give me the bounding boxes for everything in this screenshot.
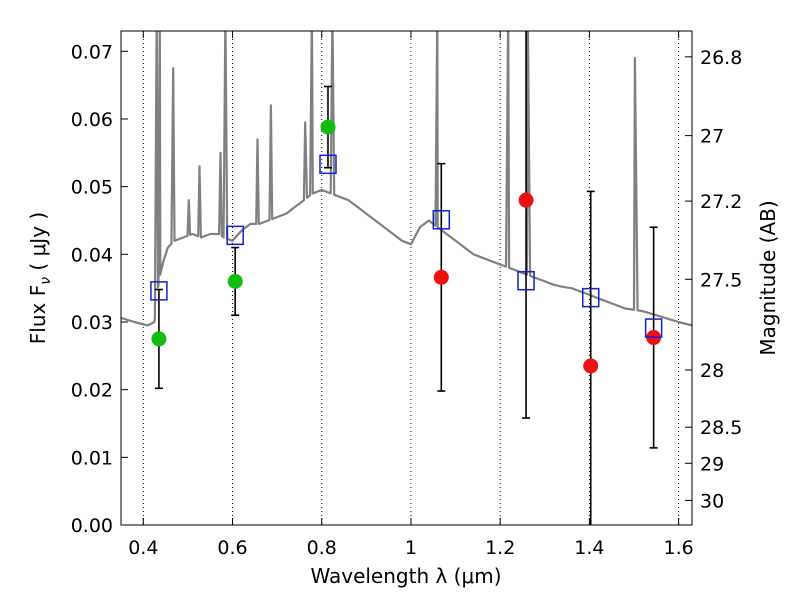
model-box-marker-5 [581,287,600,308]
y-tick-label: 0.05 [71,177,113,199]
y-axis-label-unit: ( μJy ) [26,212,50,277]
y-tick-label: 0.04 [71,244,113,266]
y-tick-label: 0.07 [71,41,113,63]
mag-tick-label: 29 [700,453,724,475]
y-tick-label: 0.06 [71,109,113,131]
model-box-marker-4 [517,270,535,291]
data-point-red-0 [433,269,449,285]
mag-tick-label: 27.5 [700,269,742,291]
x-tick-label: 1.4 [574,537,604,559]
mag-tick-label: 28 [700,360,724,382]
model-box-marker-1 [226,225,244,246]
data-point-green-1 [227,273,243,289]
y-axis-label: Flux Fν ( μJy ) [26,212,54,344]
mag-tick-label: 26.8 [700,47,742,69]
sed-layer [121,31,692,327]
mag-tick-label: 30 [700,490,724,512]
y2-axis-label: Magnitude (AB) [756,200,780,355]
data-point-green-2 [320,119,336,135]
x-tick-label: 0.6 [217,537,247,559]
mag-tick-label: 27 [700,126,724,148]
x-tick-label: 0.4 [128,537,158,559]
model-box-marker-2 [319,154,337,175]
data-point-red-1 [518,192,534,208]
y-tick-label: 0.01 [71,447,113,469]
x-tick-label: 1.2 [485,537,515,559]
model-box-marker-3 [432,210,451,230]
magnitude-axis-ticks: 26.8 27 27.2 27.5 28 28.5 29 30 [685,47,742,512]
model-box-marker-6 [644,318,663,338]
x-tick-label: 1.6 [664,537,694,559]
y-tick-label: 0.02 [71,380,113,402]
data-point-red-2 [583,358,599,374]
plot-frame [120,30,693,526]
x-tick-label: 0.8 [307,537,337,559]
y-tick-label: 0.00 [71,515,113,537]
model-box-marker-0 [150,281,168,301]
y-axis-ticks: 0.00 0.01 0.02 0.03 0.04 0.05 0.06 0.07 [71,41,128,537]
y-tick-label: 0.03 [71,312,113,334]
marker-layer [150,119,663,374]
x-tick-label: 1 [405,537,417,559]
data-point-green-0 [151,331,167,347]
x-axis-label: Wavelength λ (μm) [310,564,501,588]
mag-tick-label: 28.5 [700,417,742,439]
mag-tick-label: 27.2 [700,191,742,213]
y-axis-label-subscript: ν [38,277,54,285]
x-axis-ticks: 0.4 0.6 0.8 1 1.2 1.4 1.6 [128,31,694,559]
sed-curve [121,31,692,327]
